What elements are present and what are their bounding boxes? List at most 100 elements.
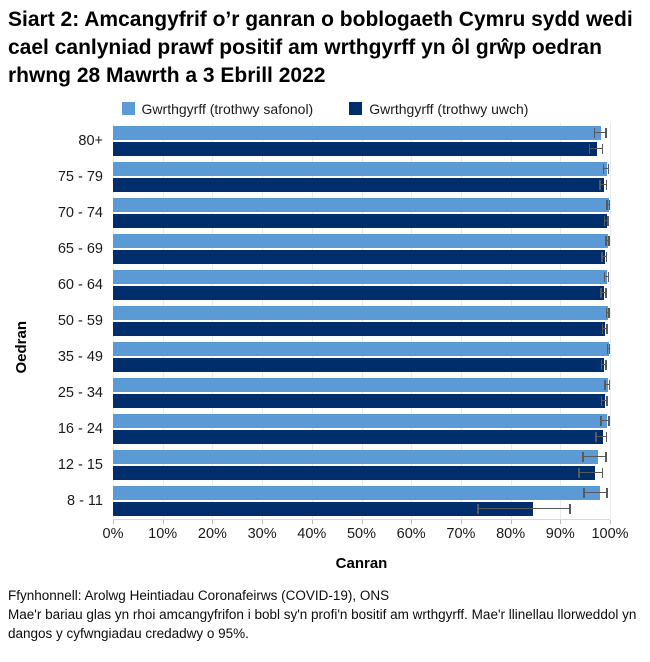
x-tick bbox=[560, 519, 562, 524]
gridline bbox=[610, 122, 611, 519]
bar-line bbox=[113, 161, 610, 176]
gridline bbox=[460, 122, 462, 519]
bar-group bbox=[113, 339, 611, 375]
bar-group bbox=[113, 375, 611, 411]
bar-line bbox=[113, 413, 610, 428]
x-axis-label: 10% bbox=[148, 525, 178, 542]
bar-group bbox=[113, 123, 610, 159]
gridline bbox=[162, 122, 164, 519]
x-tick bbox=[510, 519, 512, 524]
bar-group bbox=[113, 483, 610, 519]
bar-safonol bbox=[113, 125, 602, 140]
bar-line bbox=[113, 501, 610, 516]
bar-uwch bbox=[113, 141, 598, 156]
bar-uwch bbox=[113, 393, 606, 408]
error-bar bbox=[599, 180, 608, 190]
x-axis-labels: 0% 10% 20% 30% 40% 50% 60% 70% 80% 90% 100% bbox=[103, 525, 629, 546]
y-axis-label: 12 - 15 bbox=[57, 456, 103, 473]
y-axis-labels: 80+ 75 - 79 70 - 74 65 - 69 60 - 64 50 - 59 35… bbox=[34, 123, 113, 572]
gridline bbox=[311, 122, 313, 519]
y-axis-label: 25 - 34 bbox=[57, 384, 103, 401]
bar-safonol bbox=[113, 449, 599, 464]
plot-area bbox=[113, 122, 612, 520]
bar-line bbox=[113, 269, 610, 284]
bar-line bbox=[113, 357, 610, 372]
note-text: Mae'r bariau glas yn rhoi amcangyfrifon … bbox=[8, 606, 637, 641]
legend-label: Gwrthgyrff (trothwy safonol) bbox=[141, 100, 314, 117]
bar-uwch bbox=[113, 285, 605, 300]
error-bar bbox=[601, 252, 608, 262]
bar-line bbox=[113, 305, 611, 320]
error-bar bbox=[593, 128, 608, 138]
bar-line bbox=[113, 321, 610, 336]
bar-uwch bbox=[113, 213, 607, 228]
x-axis-ticks bbox=[113, 519, 611, 524]
legend-label: Gwrthgyrff (trothwy uwch) bbox=[369, 100, 529, 117]
error-bar bbox=[588, 144, 604, 154]
x-tick bbox=[610, 519, 611, 524]
bar-safonol bbox=[113, 269, 608, 284]
legend-item-safonol: Gwrthgyrff (trothwy safonol) bbox=[121, 100, 314, 117]
bar-line bbox=[113, 125, 610, 140]
source-text: Ffynhonnell: Arolwg Heintiadau Coronafei… bbox=[8, 587, 390, 603]
bar-uwch bbox=[113, 429, 604, 444]
bar-line bbox=[113, 141, 610, 156]
bar-safonol bbox=[113, 197, 609, 212]
error-bar bbox=[600, 360, 608, 370]
bar-chart: Oedran 80+ 75 - 79 70 - 74 65 - 69 60 - 64 50… bbox=[8, 122, 642, 572]
legend-swatch-icon bbox=[349, 102, 363, 116]
y-axis-label: 70 - 74 bbox=[57, 204, 103, 221]
x-axis-label: 60% bbox=[396, 525, 426, 542]
x-tick bbox=[361, 519, 363, 524]
footer: Ffynhonnell: Arolwg Heintiadau Coronafei… bbox=[8, 587, 642, 644]
gridline bbox=[212, 122, 214, 519]
x-tick bbox=[212, 519, 214, 524]
error-bar bbox=[601, 324, 609, 334]
error-bar bbox=[604, 380, 611, 390]
bar-line bbox=[113, 249, 610, 264]
x-axis-label: 90% bbox=[545, 525, 575, 542]
x-tick bbox=[113, 519, 114, 524]
error-bar bbox=[582, 452, 607, 462]
error-bar bbox=[605, 236, 610, 246]
error-bar bbox=[606, 200, 612, 210]
error-bar bbox=[578, 468, 604, 478]
y-axis-title: Oedran bbox=[12, 321, 30, 374]
x-tick bbox=[262, 519, 264, 524]
x-axis-title: Canran bbox=[335, 554, 388, 572]
bar-group bbox=[113, 195, 612, 231]
error-bar bbox=[602, 164, 610, 174]
bar-line bbox=[113, 233, 610, 248]
bar-uwch bbox=[113, 249, 605, 264]
x-axis-label: 100% bbox=[591, 525, 629, 542]
error-bar bbox=[600, 416, 610, 426]
bar-safonol bbox=[113, 161, 607, 176]
error-bar bbox=[603, 272, 610, 282]
x-tick bbox=[162, 519, 164, 524]
x-axis-label: 0% bbox=[102, 525, 124, 542]
bar-line bbox=[113, 393, 610, 408]
bar-uwch bbox=[113, 465, 595, 480]
x-axis-label: 80% bbox=[496, 525, 526, 542]
bar-line bbox=[113, 429, 610, 444]
error-bar bbox=[600, 396, 609, 406]
y-axis-label: 60 - 64 bbox=[57, 276, 103, 293]
bar-line bbox=[113, 377, 611, 392]
bar-uwch bbox=[113, 177, 605, 192]
x-axis-label: 20% bbox=[197, 525, 227, 542]
gridline bbox=[510, 122, 512, 519]
legend-item-uwch: Gwrthgyrff (trothwy uwch) bbox=[349, 101, 528, 117]
bar-safonol bbox=[113, 485, 601, 500]
bar-group bbox=[113, 303, 611, 339]
bar-line bbox=[113, 197, 612, 212]
bar-group bbox=[113, 411, 610, 447]
error-bar bbox=[603, 216, 610, 226]
legend-swatch-icon bbox=[121, 102, 135, 116]
y-axis-label: 65 - 69 bbox=[57, 240, 103, 257]
y-axis-label: 75 - 79 bbox=[57, 168, 103, 185]
bar-uwch bbox=[113, 321, 606, 336]
bar-uwch bbox=[113, 357, 605, 372]
gridline bbox=[262, 122, 264, 519]
x-axis-label: 30% bbox=[247, 525, 277, 542]
bar-group bbox=[113, 267, 610, 303]
